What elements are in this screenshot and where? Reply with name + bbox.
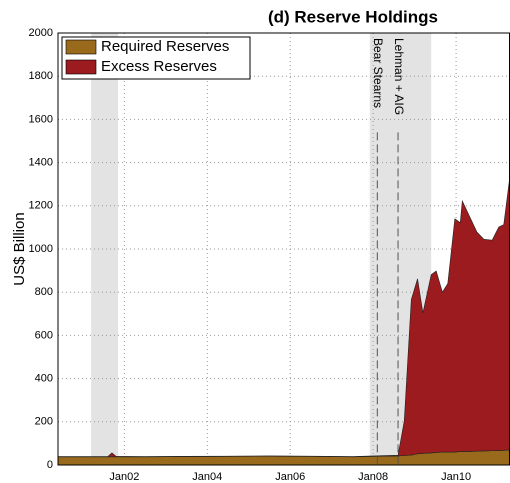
legend: Required Reserves Excess Reserves [61, 36, 251, 80]
y-tick-label: 1800 [29, 70, 53, 82]
y-tick-label: 800 [35, 286, 53, 298]
x-tick-label: Jan04 [192, 471, 222, 483]
legend-swatch [65, 59, 97, 75]
y-tick-label: 1400 [29, 157, 53, 169]
x-tick-label: Jan02 [109, 471, 139, 483]
legend-label: Required Reserves [101, 38, 229, 55]
x-tick-label: Jan06 [275, 471, 305, 483]
event-label: Lehman + AIG [392, 38, 406, 115]
x-tick-label: Jan08 [358, 471, 388, 483]
x-tick-label: Jan10 [441, 471, 471, 483]
y-tick-label: 2000 [29, 27, 53, 39]
y-tick-label: 400 [35, 373, 53, 385]
y-tick-label: 1200 [29, 200, 53, 212]
y-tick-label: 0 [47, 459, 53, 471]
y-tick-label: 1600 [29, 113, 53, 125]
legend-label: Excess Reserves [101, 58, 217, 75]
chart-title: (d) Reserve Holdings [268, 7, 438, 26]
legend-swatch [65, 39, 97, 55]
y-tick-label: 1000 [29, 243, 53, 255]
y-tick-label: 200 [35, 416, 53, 428]
area [57, 175, 510, 458]
event-label: Bear Stearns [371, 38, 385, 108]
shaded-period [91, 33, 119, 465]
y-tick-label: 600 [35, 329, 53, 341]
y-axis-label: US$ Billion [11, 212, 28, 285]
